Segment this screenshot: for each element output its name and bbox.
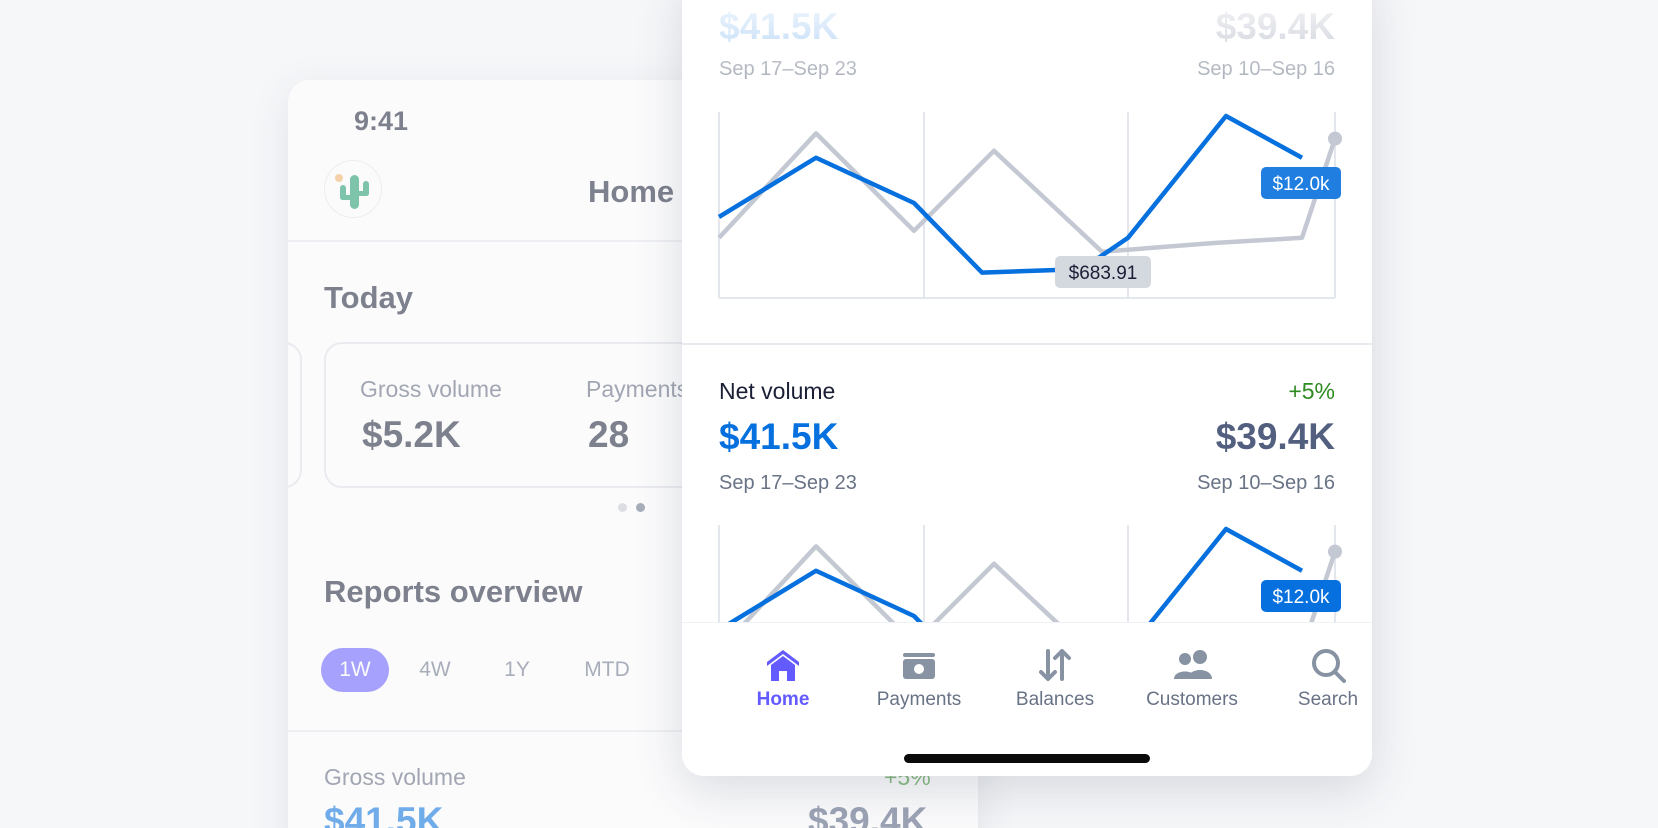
header-divider	[288, 240, 978, 242]
tab-label-balances: Balances	[1015, 689, 1095, 710]
net-volume-current-range: Sep 17–Sep 23	[719, 472, 857, 494]
tooltip-current-text: $12.0k	[1272, 587, 1330, 608]
tab-bar: Home Payments Balances Custom	[682, 622, 1372, 776]
previous-metric-card[interactable]	[288, 342, 302, 488]
tooltip-current-text: $12.0k	[1272, 174, 1330, 195]
tab-customers[interactable]: Customers	[1127, 645, 1257, 711]
range-tab-1y[interactable]: 1Y	[504, 658, 530, 681]
range-tab-1w[interactable]: 1W	[321, 648, 389, 692]
gross-volume-label: Gross volume	[324, 764, 466, 790]
net-volume-change: +5%	[1288, 378, 1335, 404]
payments-icon	[903, 653, 935, 679]
search-icon	[1312, 649, 1346, 683]
today-heading: Today	[324, 280, 413, 315]
range-divider	[288, 730, 978, 732]
tab-label-payments: Payments	[876, 689, 962, 710]
metric-label-payments: Payments	[586, 376, 689, 402]
status-time: 9:41	[354, 106, 409, 136]
customers-icon	[1174, 650, 1212, 679]
home-indicator[interactable]	[904, 754, 1150, 763]
tab-payments[interactable]: Payments	[854, 645, 984, 711]
tooltip-current: $12.0k	[1261, 580, 1341, 612]
net-volume-previous: $39.4K	[1215, 416, 1335, 457]
net-volume-current: $41.5K	[719, 416, 839, 457]
tooltip-current: $12.0k	[1261, 167, 1341, 199]
metric-value-gross: $5.2K	[362, 414, 461, 455]
top-previous-range: Sep 10–Sep 16	[1197, 58, 1335, 80]
page-indicator-dot-active[interactable]	[636, 503, 645, 512]
tooltip-previous: $683.91	[1055, 256, 1151, 288]
today-metrics-card[interactable]: Gross volume $5.2K Payments 28	[324, 342, 784, 488]
series-previous-line	[717, 131, 1338, 254]
tab-balances[interactable]: Balances	[990, 645, 1120, 711]
tab-search[interactable]: Search	[1263, 645, 1372, 711]
metric-label-gross: Gross volume	[360, 376, 502, 402]
home-icon	[767, 650, 799, 681]
net-volume-previous-range: Sep 10–Sep 16	[1197, 472, 1335, 494]
section-divider	[682, 343, 1372, 345]
net-volume-label: Net volume	[719, 378, 836, 404]
tab-home[interactable]: Home	[718, 645, 848, 711]
range-tab-mtd[interactable]: MTD	[584, 658, 630, 681]
gross-volume-current: $41.5K	[324, 800, 444, 828]
range-tab-4w[interactable]: 4W	[419, 658, 451, 681]
metric-value-payments: 28	[588, 414, 630, 455]
front-phone-screen: $41.5K $39.4K Sep 17–Sep 23 Sep 10–Sep 1…	[682, 0, 1372, 776]
top-current-range: Sep 17–Sep 23	[719, 58, 857, 80]
series-current-line	[717, 113, 1304, 275]
page-indicator-dot[interactable]	[618, 503, 627, 512]
tab-label-customers: Customers	[1146, 689, 1238, 710]
cactus-icon	[335, 174, 369, 209]
balances-icon	[1039, 649, 1071, 681]
gross-volume-chart[interactable]: $12.0k $683.91	[682, 110, 1372, 310]
gross-volume-previous: $39.4K	[808, 800, 928, 828]
tab-label-home: Home	[756, 689, 810, 710]
avatar[interactable]	[324, 160, 382, 218]
top-previous-value: $39.4K	[1215, 6, 1335, 47]
tooltip-previous-text: $683.91	[1069, 263, 1138, 284]
series-previous-end-point	[1328, 544, 1342, 559]
reports-heading: Reports overview	[324, 574, 583, 609]
page-title: Home	[588, 174, 675, 209]
top-current-value: $41.5K	[719, 6, 839, 47]
tab-label-search: Search	[1297, 689, 1359, 710]
series-previous-end-point	[1328, 131, 1342, 146]
